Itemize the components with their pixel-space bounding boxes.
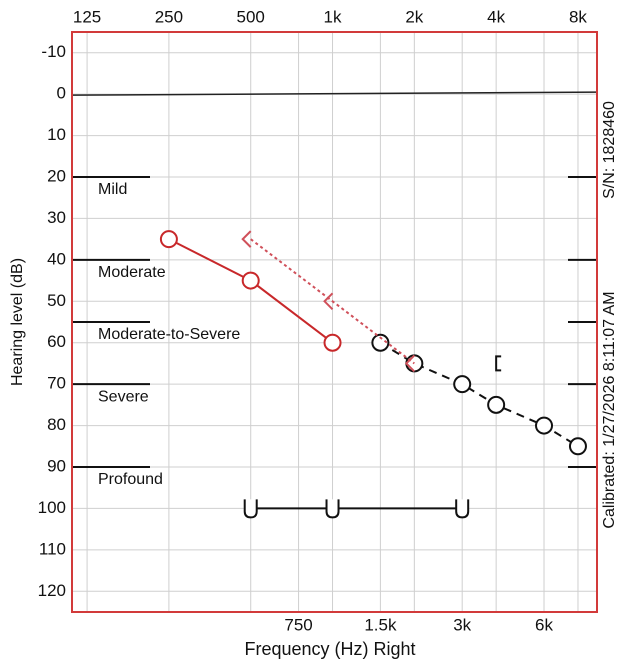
x-tick-label: 1k — [324, 7, 342, 26]
air-marker — [487, 395, 506, 414]
y-tick-label: 10 — [47, 125, 66, 144]
air-marker — [453, 375, 472, 394]
x-tick-label: 2k — [405, 7, 423, 26]
y-tick-label: 20 — [47, 166, 66, 185]
air-marker — [159, 230, 178, 249]
degree-label: Moderate — [98, 264, 166, 281]
air-marker — [241, 271, 260, 290]
air-marker — [323, 333, 342, 352]
x-tick-label: 1.5k — [364, 615, 397, 634]
x-tick-label: 3k — [453, 615, 471, 634]
degree-label: Moderate-to-Severe — [98, 326, 240, 343]
bone-marker — [241, 230, 252, 248]
x-tick-label: 6k — [535, 615, 553, 634]
air-marker — [535, 416, 554, 435]
x-tick-label: 250 — [155, 7, 183, 26]
x-tick-label: 125 — [73, 7, 101, 26]
masked-bone-marker — [495, 355, 502, 372]
y-tick-label: 90 — [47, 456, 66, 475]
degree-label: Profound — [98, 471, 163, 488]
y-tick-label: 110 — [39, 539, 66, 558]
y-tick-label: 0 — [57, 84, 66, 103]
x-tick-label: 750 — [284, 615, 312, 634]
air-marker — [568, 437, 587, 456]
y-tick-label: 50 — [47, 291, 66, 310]
x-tick-label: 4k — [487, 7, 505, 26]
y-tick-label: 100 — [38, 498, 66, 517]
air-marker — [371, 333, 390, 352]
y-tick-label: 40 — [47, 249, 66, 268]
calibration-date: Calibrated: 1/27/2026 8:11:07 AM — [601, 291, 618, 528]
u-marker — [455, 499, 470, 519]
y-tick-label: -10 — [41, 42, 66, 61]
series-line — [250, 238, 415, 365]
y-tick-label: 60 — [47, 332, 66, 351]
degree-label: Severe — [98, 388, 149, 405]
x-tick-label: 8k — [569, 7, 587, 26]
x-axis-label: Frequency (Hz) Right — [244, 639, 415, 659]
degree-label: Mild — [98, 181, 127, 198]
y-tick-label: 70 — [47, 374, 66, 393]
plot-frame — [71, 31, 598, 613]
y-axis-label: Hearing level (dB) — [9, 258, 26, 386]
serial-number: S/N: 1828460 — [601, 101, 618, 199]
bone-marker — [323, 292, 334, 310]
u-marker — [325, 499, 340, 519]
u-marker — [243, 499, 258, 519]
y-tick-label: 80 — [47, 415, 66, 434]
y-tick-label: 120 — [38, 581, 66, 600]
y-tick-label: 30 — [47, 208, 66, 227]
bone-marker — [404, 354, 416, 373]
x-tick-label: 500 — [237, 7, 265, 26]
reference-line — [71, 91, 598, 96]
